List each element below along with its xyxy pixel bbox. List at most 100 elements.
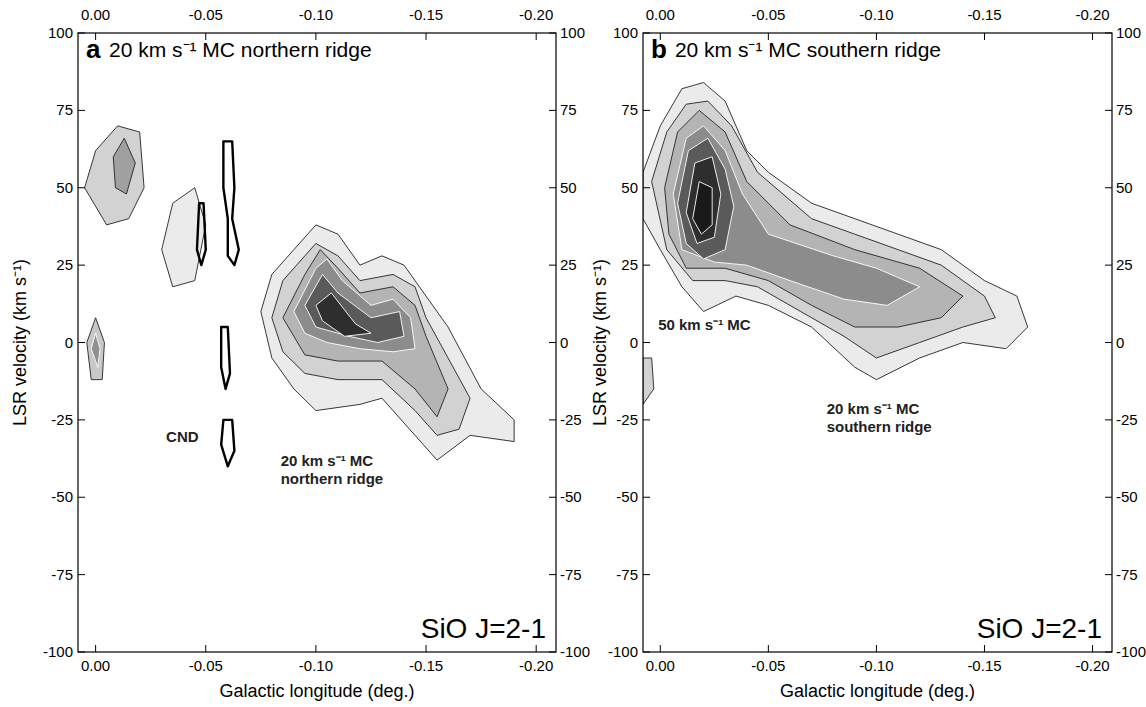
contour-level xyxy=(85,126,144,225)
x-tick-label: 0.00 xyxy=(646,657,675,674)
annotation-line: 20 km s⁻¹ MC xyxy=(281,452,374,469)
figure: 0.000.00-0.05-0.05-0.10-0.10-0.15-0.15-0… xyxy=(0,0,1146,707)
x-axis-title: Galactic longitude (deg.) xyxy=(219,681,414,701)
plot-background xyxy=(78,33,556,652)
annotation: 20 km s⁻¹ MCnorthern ridge xyxy=(281,452,384,487)
y-tick xyxy=(643,110,650,111)
x-axis-title: Galactic longitude (deg.) xyxy=(780,681,975,701)
y-tick xyxy=(549,110,556,111)
y-tick-label: 100 xyxy=(613,24,638,41)
panel-title: 20 km s⁻¹ MC northern ridge xyxy=(109,38,372,61)
y-tick-label: 0 xyxy=(560,334,568,351)
y-tick-label: 25 xyxy=(560,256,577,273)
y-tick-label: -25 xyxy=(51,411,73,428)
y-tick xyxy=(549,419,556,420)
panel-title: 20 km s⁻¹ MC southern ridge xyxy=(675,38,941,61)
y-tick xyxy=(1105,33,1112,34)
y-tick-label: -75 xyxy=(616,566,638,583)
y-tick-label: 75 xyxy=(1116,101,1133,118)
contour-level xyxy=(673,126,919,306)
y-tick-label: -100 xyxy=(43,643,73,660)
y-tick xyxy=(549,652,556,653)
y-tick xyxy=(549,265,556,266)
y-tick-label: 75 xyxy=(560,101,577,118)
y-tick-label: 0 xyxy=(1116,334,1124,351)
x-tick xyxy=(205,645,206,652)
y-tick-label: 0 xyxy=(65,334,73,351)
x-tick-label: -0.10 xyxy=(859,6,893,23)
x-tick xyxy=(1092,33,1093,40)
y-axis-title: LSR velocity (km s⁻¹) xyxy=(10,259,30,426)
y-tick-label: 50 xyxy=(56,179,73,196)
y-tick xyxy=(78,574,85,575)
x-tick-label: -0.20 xyxy=(1075,657,1109,674)
x-tick xyxy=(984,645,985,652)
contour-level xyxy=(316,293,371,336)
x-tick xyxy=(536,33,537,40)
plot-frame xyxy=(78,33,556,652)
annotation-line: 20 km s⁻¹ MC xyxy=(827,400,920,417)
contour-level xyxy=(643,358,654,404)
y-tick xyxy=(78,110,85,111)
x-tick xyxy=(426,33,427,40)
x-tick-label: -0.05 xyxy=(751,6,785,23)
y-tick xyxy=(1105,187,1112,188)
y-tick-label: 25 xyxy=(621,256,638,273)
x-tick-label: -0.15 xyxy=(409,657,443,674)
contour-level xyxy=(272,243,470,435)
y-tick xyxy=(1105,419,1112,420)
y-tick xyxy=(1105,652,1112,653)
y-tick-label: 0 xyxy=(630,334,638,351)
y-tick-label: 50 xyxy=(1116,179,1133,196)
y-tick xyxy=(549,574,556,575)
x-tick xyxy=(536,645,537,652)
panel-letter: a xyxy=(86,34,101,64)
annotation: CND xyxy=(166,428,199,445)
contour-level xyxy=(305,274,404,342)
y-tick-label: 50 xyxy=(560,179,577,196)
x-tick-label: -0.10 xyxy=(299,657,333,674)
panel-a: 0.000.00-0.05-0.05-0.10-0.10-0.15-0.15-0… xyxy=(10,6,590,701)
plot-background xyxy=(643,33,1112,652)
y-tick xyxy=(643,419,650,420)
cnd-contour xyxy=(221,420,234,466)
annotation-line: southern ridge xyxy=(827,418,932,435)
y-tick-label: 75 xyxy=(56,101,73,118)
y-tick-label: 25 xyxy=(56,256,73,273)
y-tick xyxy=(643,574,650,575)
y-tick-label: 75 xyxy=(621,101,638,118)
contour-level xyxy=(113,138,135,194)
y-tick xyxy=(78,652,85,653)
x-tick-label: -0.20 xyxy=(519,6,553,23)
x-tick-label: -0.20 xyxy=(519,657,553,674)
y-tick xyxy=(78,33,85,34)
panel-b: 0.000.00-0.05-0.05-0.10-0.10-0.15-0.15-0… xyxy=(590,6,1146,701)
y-tick xyxy=(1105,497,1112,498)
y-tick xyxy=(643,265,650,266)
contour-level xyxy=(693,182,712,235)
y-tick-label: 50 xyxy=(621,179,638,196)
plot-frame xyxy=(643,33,1112,652)
contour-level xyxy=(294,259,415,352)
y-tick xyxy=(1105,342,1112,343)
y-tick xyxy=(1105,110,1112,111)
y-tick-label: -75 xyxy=(560,566,582,583)
y-tick xyxy=(78,187,85,188)
line-label: SiO J=2-1 xyxy=(421,613,546,644)
x-tick-label: -0.15 xyxy=(967,6,1001,23)
y-tick-label: -75 xyxy=(1116,566,1138,583)
annotation: 20 km s⁻¹ MCsouthern ridge xyxy=(827,400,932,435)
y-tick xyxy=(643,497,650,498)
y-axis-title: LSR velocity (km s⁻¹) xyxy=(590,259,610,426)
y-tick-label: -25 xyxy=(560,411,582,428)
y-tick-label: -50 xyxy=(616,488,638,505)
contours xyxy=(85,126,515,466)
y-tick-label: -25 xyxy=(1116,411,1138,428)
x-tick-label: -0.05 xyxy=(189,6,223,23)
y-tick xyxy=(78,265,85,266)
contour-level xyxy=(283,250,448,417)
y-tick xyxy=(78,342,85,343)
y-tick xyxy=(1105,574,1112,575)
y-tick-label: -100 xyxy=(608,643,638,660)
y-tick xyxy=(549,342,556,343)
